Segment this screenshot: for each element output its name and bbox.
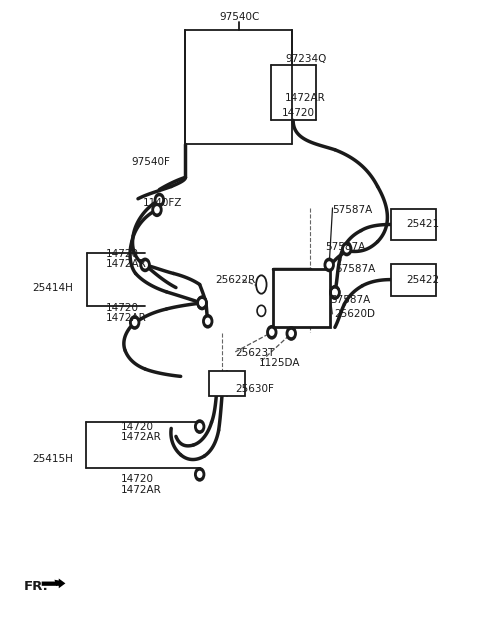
Text: 25415H: 25415H [32,454,73,464]
Circle shape [329,285,341,300]
Circle shape [142,261,148,269]
Circle shape [156,197,162,204]
Circle shape [205,318,211,325]
Text: 57587A: 57587A [330,295,371,305]
Circle shape [154,206,160,213]
Text: 14720: 14720 [106,303,139,313]
Text: 25623T: 25623T [235,348,275,358]
Circle shape [324,258,335,273]
Circle shape [286,326,297,341]
Circle shape [151,203,163,217]
Circle shape [269,329,275,336]
Circle shape [326,261,332,269]
Text: 25421: 25421 [406,219,439,229]
Text: 14720: 14720 [120,421,154,431]
Bar [209,371,245,396]
Bar [273,269,330,328]
Text: 97540F: 97540F [131,157,170,167]
Circle shape [344,245,349,253]
Circle shape [199,299,205,307]
Circle shape [329,285,341,300]
Bar [391,264,436,295]
Ellipse shape [256,275,266,294]
Text: 97540C: 97540C [220,12,260,22]
Text: 25630F: 25630F [235,384,274,394]
Circle shape [129,315,140,330]
Circle shape [139,258,151,273]
Circle shape [196,295,208,310]
Text: 1125DA: 1125DA [259,358,300,368]
Text: 1472AR: 1472AR [285,93,326,103]
Text: 14720: 14720 [106,249,139,259]
Text: 57587A: 57587A [333,205,373,215]
Circle shape [196,295,208,310]
Circle shape [199,299,205,307]
Circle shape [332,289,338,296]
Text: 25414H: 25414H [32,282,73,292]
Circle shape [197,423,203,430]
Circle shape [288,330,294,337]
Text: 1140FZ: 1140FZ [143,198,182,208]
Circle shape [197,471,203,478]
Circle shape [332,289,338,296]
Circle shape [341,242,352,256]
Circle shape [154,193,165,207]
Text: 57587A: 57587A [335,264,375,274]
Text: 25622R: 25622R [216,274,255,285]
Text: 25620D: 25620D [334,309,375,319]
Text: 1472AR: 1472AR [120,485,161,494]
Text: FR.: FR. [24,580,49,593]
Circle shape [194,467,205,481]
Text: 14720: 14720 [120,474,154,485]
Text: 1472AR: 1472AR [106,260,147,269]
Text: 25422: 25422 [406,274,439,285]
Circle shape [266,325,277,340]
Circle shape [132,319,137,326]
Circle shape [202,314,214,329]
Polygon shape [42,578,65,588]
Text: 1472AR: 1472AR [106,313,147,323]
Text: 14720: 14720 [282,108,315,118]
Text: 1472AR: 1472AR [120,432,161,442]
Circle shape [194,419,205,434]
Bar [391,208,436,240]
Text: 57587A: 57587A [325,242,366,252]
Text: 97234Q: 97234Q [286,54,327,64]
